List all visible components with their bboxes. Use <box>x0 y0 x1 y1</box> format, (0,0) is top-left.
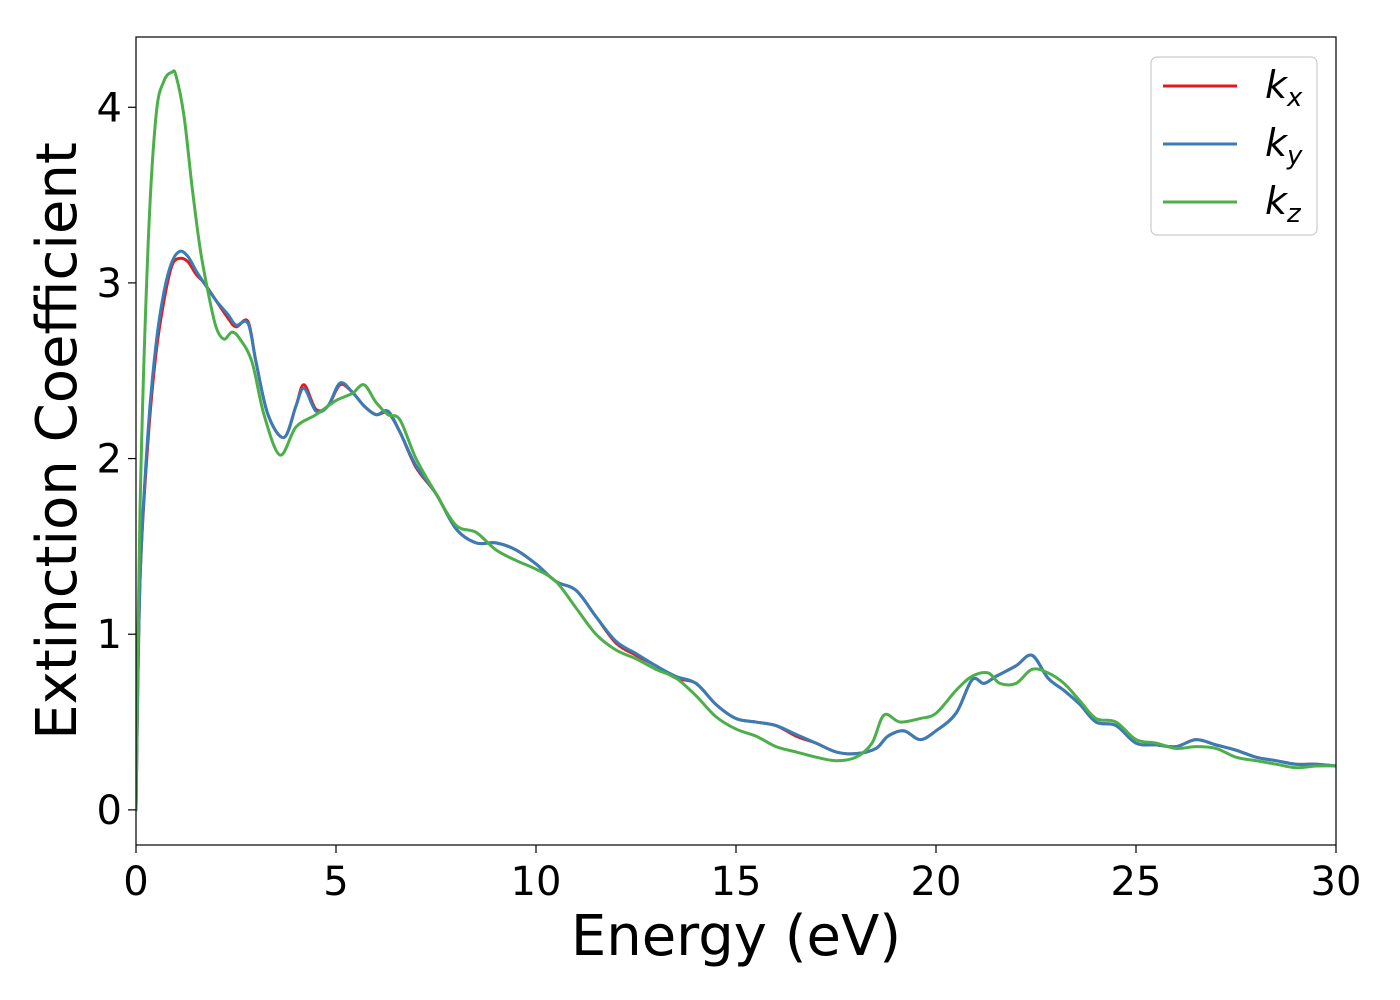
x-tick-label: 15 <box>711 859 762 905</box>
y-tick-label: 0 <box>97 788 122 834</box>
series-group <box>136 69 1336 812</box>
y-axis-label: Extinction Coefficient <box>25 142 90 740</box>
y-tick-label: 3 <box>97 261 122 307</box>
legend-box <box>1150 56 1318 236</box>
plot-background <box>136 37 1336 845</box>
legend-label-x: kx <box>1265 63 1303 113</box>
x-tick-label: 5 <box>323 859 348 905</box>
series-line-y <box>136 249 1336 812</box>
plot-area <box>136 37 1336 845</box>
legend-label-y: ky <box>1265 121 1303 171</box>
legend: kx ky kz <box>1150 56 1318 236</box>
y-axis-ticks: 0 1 2 3 4 <box>97 85 136 834</box>
y-tick-label: 1 <box>97 612 122 658</box>
x-tick-label: 20 <box>911 859 962 905</box>
x-tick-label: 0 <box>123 859 148 905</box>
x-tick-label: 30 <box>1311 859 1362 905</box>
y-tick-label: 2 <box>97 437 122 483</box>
series-line-z <box>136 69 1336 812</box>
x-axis-label: Energy (eV) <box>571 904 901 969</box>
y-tick-label: 4 <box>97 85 122 131</box>
x-axis-ticks: 0 5 10 15 20 25 30 <box>123 845 1361 905</box>
x-tick-label: 10 <box>511 859 562 905</box>
x-tick-label: 25 <box>1111 859 1162 905</box>
legend-label-z: kz <box>1265 179 1302 229</box>
